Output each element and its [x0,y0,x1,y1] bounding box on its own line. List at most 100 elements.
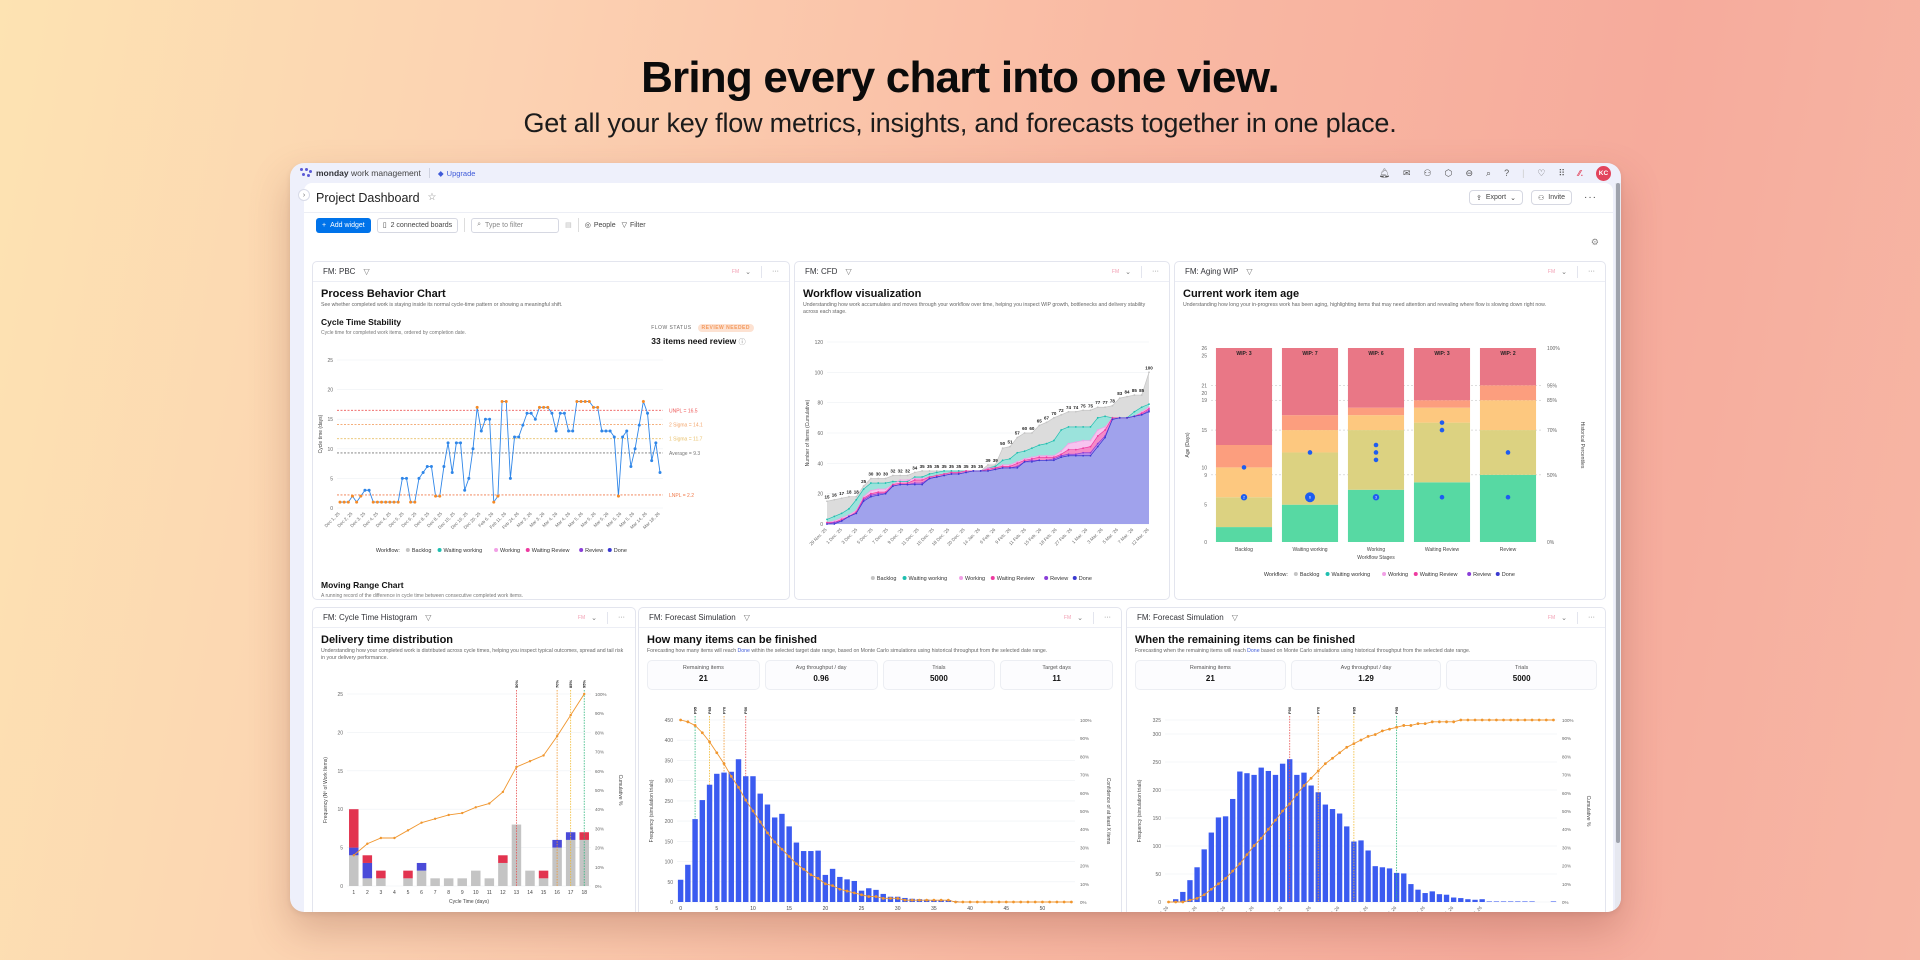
histogram-bar [1450,897,1457,902]
chevron-down-icon[interactable]: ⌄ [591,614,597,622]
chevron-down-icon[interactable]: ⌄ [1077,614,1083,622]
percentile-label: P95 [1394,706,1399,714]
gear-icon[interactable]: ⚙ [1590,237,1599,247]
data-point [1052,456,1055,459]
histogram-bar [1351,841,1357,902]
x-tick-label: Backlog [1235,547,1253,553]
more-options-button[interactable]: ··· [1588,614,1595,621]
x-tick-label: 16 [554,890,560,896]
y-tick-label: 19 [1201,398,1207,404]
done-link[interactable]: Done [737,648,750,654]
data-point [1074,453,1077,456]
done-link[interactable]: Done [1247,648,1260,654]
histogram-bar [1415,889,1421,902]
filter-icon[interactable]: ▽ [1231,613,1238,622]
data-point [483,417,487,421]
data-point [826,521,828,524]
data-point [363,488,367,492]
chevron-down-icon[interactable]: ⌄ [745,268,751,276]
data-point [1001,466,1004,469]
histogram-bar [1365,850,1371,902]
heart-icon[interactable]: ♡ [1537,167,1546,178]
y-axis-label: Frequency (simulation trials) [1137,779,1143,842]
data-point [1148,403,1150,406]
confidence-point [773,840,777,844]
star-icon[interactable]: ☆ [427,192,437,203]
export-button[interactable]: ⇪ Export ⌄ [1469,190,1523,205]
save-view-icon[interactable]: ▤ [565,222,572,229]
bell-icon[interactable]: 🔔︎ [1378,167,1390,178]
more-options-button[interactable]: ··· [772,268,779,275]
more-options-button[interactable]: ··· [618,614,625,621]
data-point [884,482,887,484]
export-label: Export [1485,194,1507,201]
filter-icon[interactable]: ▽ [1246,267,1253,276]
y-tick-label: 100 [1153,844,1162,850]
upgrade-button[interactable]: ◆ Upgrade [438,169,476,178]
data-point [884,488,887,491]
kpi-card: Trials 5000 [882,660,996,690]
filter-icon[interactable]: ▽ [363,267,370,276]
chevron-down-icon[interactable]: ⌄ [1561,268,1567,276]
bar-segment [362,862,373,879]
filter-search-input[interactable]: ⌕ Type to filter [471,217,560,233]
cumulative-point [1502,718,1505,722]
data-point [928,470,931,472]
data-point [987,468,989,471]
integrations-icon[interactable]: ⬡ [1444,167,1453,178]
widget-title: How many items can be finished [647,634,817,646]
bar-segment [538,878,549,886]
x-tick-label: Working [1367,547,1385,553]
avatar[interactable]: KC [1596,165,1611,181]
inbox-icon[interactable]: ✉︎ [1402,167,1411,178]
data-point [870,477,872,480]
legend-item: Backlog [877,576,897,582]
reference-label: UNPL = 16.5 [669,408,698,414]
grid-menu-icon[interactable]: ⠿ [1558,167,1566,178]
invite-button[interactable]: ⚇ Invite [1530,190,1572,205]
help-icon[interactable]: ? [1504,168,1510,178]
chevron-down-icon[interactable]: ⌄ [1561,614,1567,622]
search-icon[interactable]: ⌕ [1486,167,1492,178]
more-options-button[interactable]: ··· [1104,614,1111,621]
filter-icon[interactable]: ▽ [845,267,852,276]
scrollbar[interactable] [1615,183,1621,912]
data-label: 74 [1066,405,1072,410]
bar-segment [403,878,413,886]
connected-boards-button[interactable]: ▯ 2 connected boards [376,217,459,233]
more-options-button[interactable]: ··· [1584,192,1597,203]
legend-marker [902,576,907,580]
confidence-point [881,896,885,900]
data-point [1067,426,1070,428]
histogram-bar [822,874,829,902]
data-label: 100 [1145,365,1153,370]
add-widget-button[interactable]: + Add widget [316,217,371,233]
invite-people-icon[interactable]: ⚇ [1423,167,1432,178]
filter-icon[interactable]: ▽ [743,613,750,622]
kpi-value: 0.96 [813,674,829,683]
widget-description: Forecasting how many items will reach Do… [647,648,1048,654]
apps-icon[interactable]: ⊖ [1465,167,1474,178]
filter-button[interactable]: ▽ Filter [622,221,646,230]
info-icon[interactable]: ⓘ [738,339,746,346]
sidebar-expand-button[interactable]: › [298,189,310,201]
people-filter-button[interactable]: ◎ People [585,221,616,230]
reference-label: 1 Sigma = 11.7 [669,437,703,443]
cumulative-point [1380,729,1384,733]
more-options-button[interactable]: ··· [1152,268,1159,275]
cumulative-point [1416,722,1420,726]
wip-label: WIP: 6 [1368,351,1383,357]
chevron-down-icon[interactable]: ⌄ [1125,268,1131,276]
cumulative-point [1452,720,1456,724]
brand-logo[interactable]: monday work management [300,168,421,178]
y-tick-label: 10 [1201,465,1207,471]
legend-marker [405,548,410,552]
data-point [417,476,421,480]
y-tick-label: 9 [1204,473,1207,479]
x-tick-label: 4 [393,890,396,896]
more-options-button[interactable]: ··· [1588,268,1595,275]
data-label: 30 [883,472,889,477]
legend-marker [1413,572,1418,576]
filter-icon[interactable]: ▽ [425,613,432,622]
data-point [504,399,508,403]
